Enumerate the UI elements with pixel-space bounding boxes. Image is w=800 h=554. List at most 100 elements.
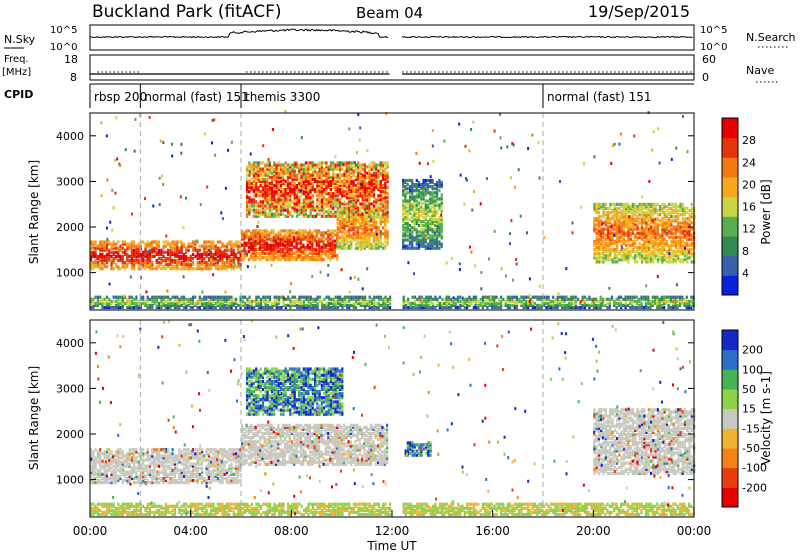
heatmap-cell (308, 241, 312, 245)
heatmap-cell (384, 297, 387, 301)
heatmap-cell (286, 258, 289, 262)
heatmap-cell (114, 295, 118, 299)
heatmap-cell (268, 167, 271, 171)
heatmap-cell (275, 237, 278, 241)
heatmap-cell (368, 301, 371, 305)
heatmap-cell (332, 165, 335, 169)
heatmap-cell (144, 242, 147, 246)
heatmap-cell (606, 248, 610, 252)
heatmap-cell (613, 209, 616, 213)
heatmap-cell (441, 303, 444, 307)
heatmap-cell (272, 245, 275, 249)
heatmap-cell (370, 208, 373, 212)
heatmap-cell (597, 225, 601, 229)
heatmap-cell (313, 249, 316, 253)
heatmap-cell (114, 265, 118, 269)
heatmap-cell (268, 163, 271, 167)
heatmap-cell (268, 233, 271, 237)
heatmap-cell (137, 301, 140, 305)
heatmap-cell (329, 258, 332, 262)
heatmap-cell (212, 263, 215, 267)
heatmap-cell (609, 202, 612, 206)
heatmap-cell (643, 221, 646, 225)
heatmap-cell (627, 260, 630, 264)
heatmap-cell (153, 246, 156, 250)
heatmap-cell (595, 235, 598, 239)
heatmap-cell (677, 215, 680, 219)
heatmap-cell (338, 192, 342, 196)
heatmap-cell (338, 228, 342, 232)
heatmap-cell (225, 258, 229, 263)
heatmap-cell (440, 234, 443, 238)
heatmap-cell (250, 233, 253, 237)
heatmap-cell (307, 214, 310, 218)
heatmap-cell (286, 235, 289, 239)
heatmap-cell (96, 265, 99, 269)
heatmap-cell (404, 207, 407, 211)
heatmap-cell (169, 261, 172, 265)
heatmap-cell (363, 208, 366, 212)
heatmap-cell (289, 299, 292, 303)
heatmap-cell (318, 188, 321, 192)
heatmap-cell (216, 254, 219, 258)
heatmap-cell (282, 181, 285, 186)
heatmap-cell (114, 303, 118, 307)
heatmap-cell (318, 179, 321, 183)
heatmap-cell (264, 297, 267, 301)
heatmap-cell (277, 186, 280, 190)
heatmap-cell (597, 229, 601, 233)
heatmap-cell (108, 305, 111, 310)
heatmap-cell (600, 206, 603, 211)
heatmap-cell (490, 297, 494, 301)
heatmap-cell (261, 167, 265, 171)
heatmap-cell (230, 301, 233, 305)
heatmap-cell (427, 305, 430, 310)
heatmap-cell (640, 250, 644, 254)
heatmap-cell (436, 222, 439, 226)
heatmap-cell (411, 244, 414, 248)
heatmap-cell (171, 246, 174, 250)
heatmap-cell (416, 297, 419, 301)
heatmap-cell (130, 295, 133, 299)
heatmap-cell (441, 297, 444, 301)
heatmap-cell (265, 258, 269, 262)
heatmap-cell (300, 188, 303, 192)
heatmap-cell (597, 221, 601, 225)
heatmap-cell (518, 297, 521, 301)
heatmap-cell (381, 242, 385, 246)
heatmap-cell (424, 240, 427, 244)
heatmap-cell (688, 231, 691, 235)
heatmap-cell (268, 299, 272, 303)
heatmap-cell (629, 219, 632, 223)
heatmap-cell (375, 173, 378, 177)
heatmap-cell (320, 198, 323, 202)
heatmap-cell (504, 303, 507, 307)
heatmap-cell (96, 254, 99, 258)
heatmap-cell (459, 303, 462, 307)
heatmap-cell (295, 239, 298, 243)
heatmap-cell (645, 245, 648, 250)
heatmap-cell (650, 252, 653, 256)
heatmap-cell (264, 186, 267, 190)
heatmap-cell (135, 244, 138, 248)
heatmap-cell (320, 256, 323, 260)
heatmap-cell (424, 187, 427, 191)
heatmap-cell (379, 183, 382, 188)
heatmap-cell (248, 165, 251, 169)
heatmap-cell (425, 303, 428, 307)
heatmap-cell (431, 222, 434, 226)
heatmap-cell (354, 242, 357, 246)
heatmap-cell (298, 188, 301, 192)
heatmap-cell (323, 181, 326, 186)
heatmap-cell (634, 209, 637, 213)
heatmap-cell (620, 233, 623, 237)
heatmap-cell (431, 205, 434, 209)
heatmap-cell (225, 248, 229, 252)
heatmap-cell (341, 190, 344, 194)
heatmap-cell (94, 265, 97, 269)
heatmap-cell (176, 246, 179, 250)
heatmap-cell (320, 206, 323, 210)
heatmap-cell (289, 301, 292, 305)
heatmap-cell (352, 206, 355, 210)
freq-label: Freq. (4, 54, 29, 65)
